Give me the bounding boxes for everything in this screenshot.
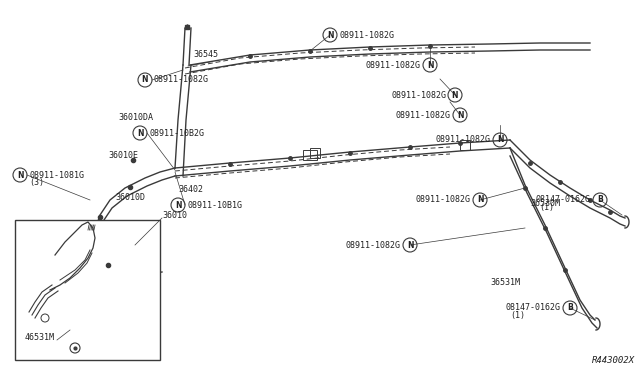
Text: 08147-0162G: 08147-0162G [536,196,591,205]
Text: R443002X: R443002X [592,356,635,365]
Text: 08911-1082G: 08911-1082G [396,110,451,119]
Text: 36010DA: 36010DA [118,113,153,122]
Text: N: N [327,31,333,39]
Text: 08911-10B2G: 08911-10B2G [149,128,204,138]
Text: 36531M: 36531M [490,278,520,287]
Text: N: N [407,241,413,250]
Bar [303,150,317,160]
Text: N: N [137,128,143,138]
Text: N: N [175,201,181,209]
Text: 36545: 36545 [193,50,218,59]
Bar [15,220,160,360]
Text: B: B [597,196,603,205]
Text: B: B [567,304,573,312]
Text: N: N [141,76,148,84]
Text: (3): (3) [29,178,44,187]
Text: 08911-1082G: 08911-1082G [346,241,401,250]
Text: 08147-0162G: 08147-0162G [506,304,561,312]
Text: N: N [477,196,483,205]
Text: 36530M: 36530M [530,199,560,208]
Text: (1): (1) [539,203,554,212]
Text: 36010: 36010 [162,211,187,220]
Text: 08911-1082G: 08911-1082G [154,76,209,84]
Text: 08911-1082G: 08911-1082G [436,135,491,144]
Text: 36010D: 36010D [115,193,145,202]
Text: N: N [427,61,433,70]
Text: (1): (1) [510,311,525,320]
Text: 08911-1081G: 08911-1081G [29,170,84,180]
Text: 08911-1082G: 08911-1082G [391,90,446,99]
Text: N: N [497,135,503,144]
Text: 46531M: 46531M [25,333,55,342]
Text: N: N [17,170,23,180]
Text: 08911-1082G: 08911-1082G [366,61,421,70]
Text: N: N [457,110,463,119]
Text: 08911-10B1G: 08911-10B1G [187,201,242,209]
Text: N: N [452,90,458,99]
Text: 08911-1082G: 08911-1082G [416,196,471,205]
Text: 36010E: 36010E [108,151,138,160]
Text: 08911-1082G: 08911-1082G [339,31,394,39]
Text: 36402: 36402 [178,185,203,194]
